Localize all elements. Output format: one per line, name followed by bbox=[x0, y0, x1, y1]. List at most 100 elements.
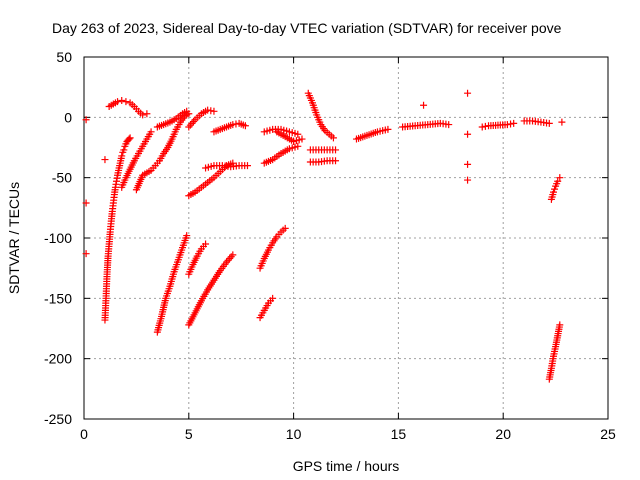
x-tick-label: 20 bbox=[495, 426, 511, 442]
data-point bbox=[478, 123, 486, 131]
series-sat-a bbox=[101, 134, 134, 324]
data-point-interp bbox=[507, 120, 515, 128]
y-axis-label: SDTVAR / TECUs bbox=[6, 182, 22, 294]
data-point-interp bbox=[481, 122, 489, 130]
data-point bbox=[126, 134, 134, 142]
data-point bbox=[229, 251, 237, 259]
x-tick-label: 15 bbox=[391, 426, 407, 442]
series-sat-s bbox=[306, 157, 340, 166]
data-point-interp bbox=[226, 255, 234, 263]
series-sat-i bbox=[185, 240, 210, 278]
series-sat-m bbox=[256, 224, 289, 272]
data-point-interp bbox=[188, 119, 196, 127]
data-point bbox=[143, 110, 151, 118]
data-point-interp bbox=[207, 107, 215, 115]
data-point bbox=[147, 128, 155, 136]
y-tick-label: -50 bbox=[52, 170, 72, 186]
y-tick-label: -250 bbox=[44, 411, 72, 427]
data-point bbox=[554, 177, 562, 185]
data-point bbox=[210, 107, 218, 115]
data-point bbox=[556, 321, 564, 329]
series-sat-b bbox=[105, 96, 151, 119]
data-point bbox=[139, 111, 147, 119]
series-sat-v bbox=[399, 119, 453, 131]
x-tick-label: 10 bbox=[286, 426, 302, 442]
x-tick-label: 0 bbox=[80, 426, 88, 442]
data-point bbox=[464, 130, 472, 138]
data-point bbox=[243, 162, 251, 170]
data-point bbox=[120, 146, 128, 154]
series-sat-x bbox=[520, 117, 553, 127]
data-point bbox=[82, 116, 90, 124]
data-point bbox=[298, 135, 306, 143]
chart-title: Day 263 of 2023, Sidereal Day-to-day VTE… bbox=[52, 20, 562, 36]
data-point bbox=[82, 199, 90, 207]
series-sporadic bbox=[82, 89, 566, 258]
data-point bbox=[464, 160, 472, 168]
y-tick-label: -150 bbox=[44, 290, 72, 306]
y-tick-label: 0 bbox=[64, 109, 72, 125]
data-point bbox=[503, 121, 511, 129]
data-point bbox=[125, 135, 133, 143]
data-point bbox=[229, 121, 237, 129]
data-point bbox=[118, 96, 126, 104]
series-sat-z bbox=[545, 321, 564, 383]
x-tick-label: 25 bbox=[600, 426, 616, 442]
data-point bbox=[183, 232, 191, 240]
data-point bbox=[464, 176, 472, 184]
data-point bbox=[82, 250, 90, 258]
data-point bbox=[202, 240, 210, 248]
series-sat-p bbox=[260, 142, 302, 167]
data-point bbox=[510, 119, 518, 127]
data-point bbox=[464, 89, 472, 97]
data-point bbox=[281, 224, 289, 232]
data-point-interp bbox=[227, 253, 235, 261]
data-point bbox=[204, 106, 212, 114]
data-point bbox=[183, 107, 191, 115]
series-sat-f bbox=[153, 107, 191, 131]
data-point bbox=[329, 134, 337, 142]
series-sat-w bbox=[478, 119, 518, 131]
data-point bbox=[332, 157, 340, 165]
data-point-interp bbox=[551, 185, 559, 193]
series-sat-q bbox=[273, 128, 306, 145]
data-point-interp bbox=[224, 256, 232, 264]
series-sat-h bbox=[185, 251, 237, 329]
x-tick-label: 5 bbox=[185, 426, 193, 442]
data-point bbox=[445, 121, 453, 129]
data-point bbox=[122, 98, 130, 106]
series-sat-k bbox=[202, 162, 251, 172]
series-sat-c bbox=[118, 128, 155, 191]
data-point bbox=[384, 125, 392, 133]
axis-ticks: 0 5 10 15 20 25 50 0 -50 -100 -150 -200 -250 bbox=[44, 49, 616, 442]
data-point bbox=[185, 123, 193, 131]
series-sat-l bbox=[210, 119, 249, 136]
data-point bbox=[556, 174, 564, 182]
y-tick-label: 50 bbox=[56, 49, 72, 65]
data-point bbox=[550, 188, 558, 196]
y-tick-label: -200 bbox=[44, 351, 72, 367]
series-sat-t bbox=[306, 146, 340, 154]
data-point bbox=[545, 119, 553, 127]
grid bbox=[84, 57, 608, 419]
data-point bbox=[118, 152, 126, 160]
data-point bbox=[114, 98, 122, 106]
data-point bbox=[269, 294, 277, 302]
series-sat-n bbox=[256, 294, 277, 322]
data-point-interp bbox=[186, 121, 194, 129]
y-tick-label: -100 bbox=[44, 230, 72, 246]
data-point bbox=[241, 122, 249, 130]
series-sat-y bbox=[547, 174, 564, 203]
series-sat-r bbox=[304, 89, 337, 142]
data-point bbox=[332, 146, 340, 154]
data-point bbox=[420, 101, 428, 109]
data-point bbox=[294, 142, 302, 150]
series-sat-e bbox=[153, 232, 191, 336]
series-sat-u bbox=[352, 125, 392, 143]
series-sat-j bbox=[185, 106, 218, 131]
data-point bbox=[101, 156, 109, 164]
x-axis-label: GPS time / hours bbox=[293, 458, 400, 474]
data-points bbox=[82, 89, 566, 383]
series-sat-d bbox=[132, 110, 193, 194]
